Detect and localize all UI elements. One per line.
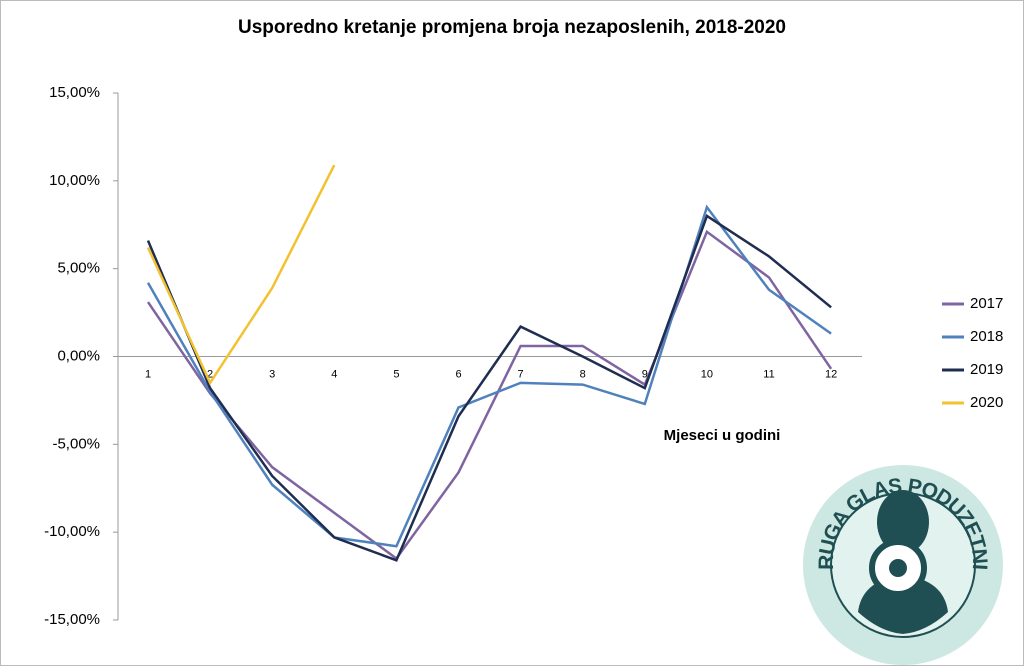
- series-line: [146, 229, 833, 561]
- y-tick-label: -5,00%: [52, 435, 100, 452]
- x-tick-label: 3: [269, 368, 275, 380]
- x-axis-label: Mjeseci u godini: [664, 427, 781, 444]
- x-tick-label: 12: [825, 368, 837, 380]
- x-tick-label: 11: [763, 368, 774, 380]
- y-tick-label: -10,00%: [44, 523, 100, 540]
- logo-megaphone-center: [889, 559, 907, 577]
- y-tick-label: -15,00%: [44, 611, 100, 628]
- x-tick-label: 5: [393, 368, 399, 380]
- logo-head: [877, 490, 929, 554]
- x-tick-label: 7: [518, 368, 524, 380]
- series-line: [146, 204, 832, 548]
- legend-label: 2020: [970, 394, 1003, 411]
- y-tick-label: 15,00%: [49, 84, 100, 101]
- series-line: [146, 214, 832, 562]
- x-tick-label: 9: [642, 368, 648, 380]
- legend-label: 2019: [970, 361, 1003, 378]
- y-tick-label: 5,00%: [57, 260, 100, 277]
- y-tick-label: 0,00%: [57, 347, 100, 364]
- x-tick-label: 4: [331, 368, 337, 380]
- series-line: [146, 164, 336, 386]
- y-tick-label: 10,00%: [49, 172, 100, 189]
- x-tick-label: 6: [455, 368, 461, 380]
- chart-title: Usporedno kretanje promjena broja nezapo…: [238, 17, 786, 38]
- x-tick-label: 1: [145, 368, 151, 380]
- x-tick-label: 2: [207, 368, 213, 380]
- x-tick-label: 8: [580, 368, 586, 380]
- legend-label: 2018: [970, 328, 1003, 345]
- x-tick-label: 10: [701, 368, 713, 380]
- legend-label: 2017: [970, 295, 1003, 312]
